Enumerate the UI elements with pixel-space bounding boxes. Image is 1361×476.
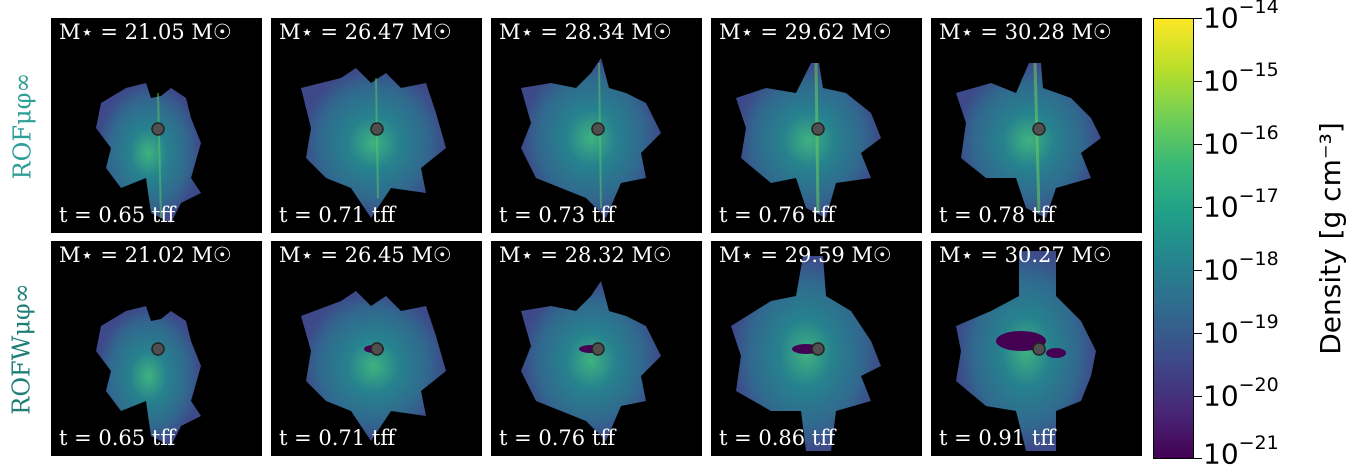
- sink-particle-marker: [370, 122, 384, 136]
- colorbar-tick-label: 10−14: [1203, 0, 1279, 35]
- time-label: t = 0.78 tff: [939, 203, 1056, 227]
- sink-particle-marker: [1032, 122, 1046, 136]
- colorbar-tick: [1194, 458, 1202, 459]
- sink-particle-marker: [591, 342, 605, 356]
- gas-structure: [956, 63, 1101, 218]
- time-label: t = 0.71 tff: [279, 203, 396, 227]
- time-label: t = 0.86 tff: [719, 426, 836, 450]
- gas-structure: [301, 68, 446, 218]
- colorbar-tick: [1194, 81, 1202, 82]
- colorbar-label: Density [g cm⁻³]: [1313, 122, 1347, 355]
- density-map: [521, 58, 661, 218]
- sink-particle-marker: [811, 122, 825, 136]
- colorbar-tick: [1194, 207, 1202, 208]
- time-label: t = 0.65 tff: [59, 203, 176, 227]
- sink-particle-marker: [151, 122, 165, 136]
- sink-particle-marker: [151, 342, 165, 356]
- stellar-mass-label: M⋆ = 26.47 M☉: [279, 20, 452, 44]
- sink-particle-marker: [811, 342, 825, 356]
- stellar-mass-label: M⋆ = 21.02 M☉: [59, 243, 232, 267]
- density-map: [96, 306, 201, 446]
- stellar-mass-label: M⋆ = 29.62 M☉: [719, 20, 892, 44]
- time-label: t = 0.73 tff: [499, 203, 616, 227]
- row-label-rof: ROFμφ∞: [8, 72, 37, 179]
- stellar-mass-label: M⋆ = 29.59 M☉: [719, 243, 892, 267]
- density-colorbar: [1153, 18, 1194, 459]
- colorbar-tick: [1194, 18, 1202, 19]
- density-map: [736, 62, 881, 218]
- snapshot-panel: M⋆ = 21.02 M☉ t = 0.65 tff: [51, 241, 262, 456]
- colorbar-tick-label: 10−19: [1203, 311, 1279, 350]
- gas-structure: [301, 291, 446, 441]
- stellar-mass-label: M⋆ = 28.32 M☉: [499, 243, 672, 267]
- colorbar-tick: [1194, 270, 1202, 271]
- time-label: t = 0.71 tff: [279, 426, 396, 450]
- stellar-mass-label: M⋆ = 26.45 M☉: [279, 243, 452, 267]
- density-map: [956, 251, 1096, 451]
- density-map: [521, 281, 661, 441]
- sink-particle-marker: [370, 342, 384, 356]
- colorbar-tick-label: 10−17: [1203, 185, 1279, 224]
- density-map: [96, 83, 201, 223]
- stellar-mass-label: M⋆ = 30.27 M☉: [939, 243, 1112, 267]
- gas-structure: [736, 63, 881, 218]
- time-label: t = 0.76 tff: [719, 203, 836, 227]
- time-label: t = 0.91 tff: [939, 426, 1056, 450]
- gas-structure: [521, 58, 661, 218]
- colorbar-tick: [1194, 333, 1202, 334]
- time-label: t = 0.65 tff: [59, 426, 176, 450]
- snapshot-panel: M⋆ = 26.45 M☉ t = 0.71 tff: [271, 241, 482, 456]
- sink-particle-marker: [1032, 342, 1046, 356]
- colorbar-tick-label: 10−20: [1203, 374, 1279, 413]
- colorbar-tick: [1194, 144, 1202, 145]
- stellar-mass-label: M⋆ = 30.28 M☉: [939, 20, 1112, 44]
- density-map: [731, 256, 881, 451]
- gas-structure: [521, 281, 661, 441]
- gas-structure: [96, 306, 201, 446]
- density-map: [301, 291, 446, 441]
- gas-structure: [956, 251, 1096, 451]
- gas-structure: [96, 83, 201, 223]
- stellar-mass-label: M⋆ = 28.34 M☉: [499, 20, 672, 44]
- sink-particle-marker: [591, 122, 605, 136]
- snapshot-panel: M⋆ = 29.62 M☉ t = 0.76 tff: [711, 18, 922, 233]
- row-label-rofw: ROFWμφ∞: [8, 282, 36, 415]
- density-map: [956, 62, 1101, 218]
- colorbar-tick-label: 10−15: [1203, 59, 1279, 98]
- snapshot-panel: M⋆ = 28.34 M☉ t = 0.73 tff: [491, 18, 702, 233]
- snapshot-panel: M⋆ = 30.27 M☉ t = 0.91 tff: [931, 241, 1142, 456]
- colorbar-tick: [1194, 396, 1202, 397]
- stellar-mass-label: M⋆ = 21.05 M☉: [59, 20, 232, 44]
- snapshot-panel: M⋆ = 29.59 M☉ t = 0.86 tff: [711, 241, 922, 456]
- colorbar-tick-label: 10−16: [1203, 122, 1279, 161]
- colorbar-tick-label: 10−18: [1203, 248, 1279, 287]
- snapshot-panel: M⋆ = 28.32 M☉ t = 0.76 tff: [491, 241, 702, 456]
- snapshot-panel: M⋆ = 30.28 M☉ t = 0.78 tff: [931, 18, 1142, 233]
- snapshot-panel: M⋆ = 26.47 M☉ t = 0.71 tff: [271, 18, 482, 233]
- time-label: t = 0.76 tff: [499, 426, 616, 450]
- colorbar-tick-label: 10−21: [1203, 432, 1279, 471]
- snapshot-panel: M⋆ = 21.05 M☉ t = 0.65 tff: [51, 18, 262, 233]
- density-map: [301, 68, 446, 218]
